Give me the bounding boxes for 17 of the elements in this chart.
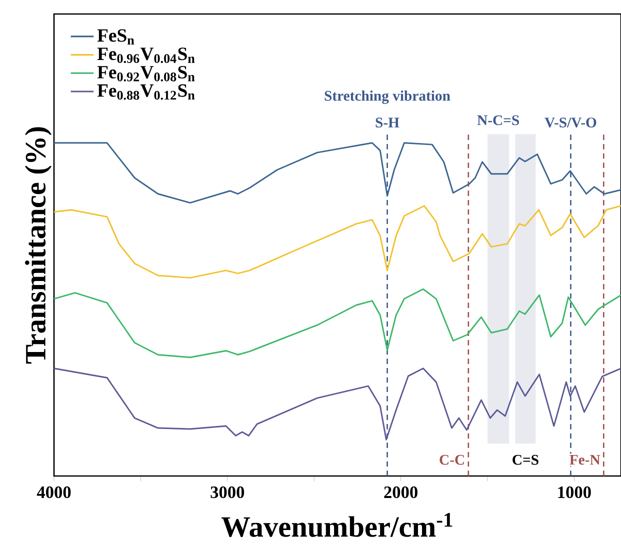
y-axis-title: Transmittance (%): [24, 127, 52, 364]
x-axis-title: Wavenumber/cm$^{-1}$: [221, 513, 452, 538]
band-label: N-C=S: [477, 115, 519, 126]
x-tick-label: 2000: [384, 486, 418, 498]
x-tick-label: 3000: [210, 486, 244, 498]
ref-line-label: Fe-N: [570, 454, 600, 465]
x-tick-label: 4000: [36, 486, 71, 498]
legend-label: Fe$_{0.88}$V$_{0.12}$S$_{n}$: [97, 84, 195, 100]
legend-label: Fe$_{0.96}$V$_{0.04}$S$_{n}$: [97, 48, 195, 64]
legend-label: Fe$_{0.92}$V$_{0.08}$S$_{n}$: [97, 66, 195, 82]
band-label: C=S: [512, 454, 538, 465]
ref-line-label: C-C: [440, 454, 464, 465]
ref-line-label: V-S/V-O: [544, 118, 596, 128]
ref-line-label: S-H: [376, 118, 400, 128]
legend-label: FeS$_{n}$: [97, 29, 134, 44]
text: Stretching vibration: [324, 90, 450, 104]
x-tick-label: 1000: [558, 486, 591, 498]
